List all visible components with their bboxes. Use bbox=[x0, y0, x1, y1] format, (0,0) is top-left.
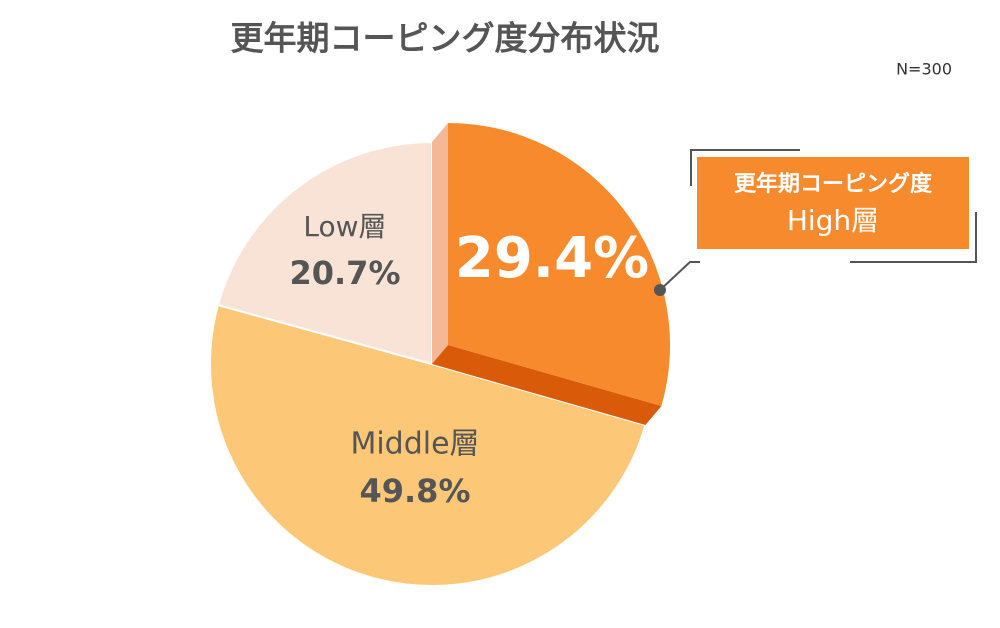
slice-side bbox=[432, 345, 662, 425]
sample-size-note: N=300 bbox=[896, 60, 952, 79]
slice-label: Middle層 bbox=[350, 427, 479, 462]
chart-title: 更年期コーピング度分布状況 bbox=[231, 19, 660, 58]
slice-label: Low層 bbox=[303, 210, 386, 243]
slice-side bbox=[432, 123, 448, 364]
callout-frame bbox=[690, 149, 800, 186]
legend-label: High層 bbox=[787, 204, 879, 237]
callout-frame bbox=[850, 212, 977, 263]
pie bbox=[208, 123, 670, 587]
callout-box bbox=[697, 157, 969, 249]
pie-slice bbox=[448, 123, 670, 406]
pie-slice bbox=[216, 140, 433, 366]
callout-title: 更年期コーピング度 bbox=[734, 171, 933, 197]
value-label: 20.7% bbox=[289, 254, 400, 292]
leader-dot bbox=[654, 284, 666, 296]
pie-slice bbox=[208, 303, 647, 587]
value-label: 29.4% bbox=[455, 226, 649, 291]
leader-line bbox=[659, 261, 700, 291]
value-label: 49.8% bbox=[359, 472, 470, 510]
